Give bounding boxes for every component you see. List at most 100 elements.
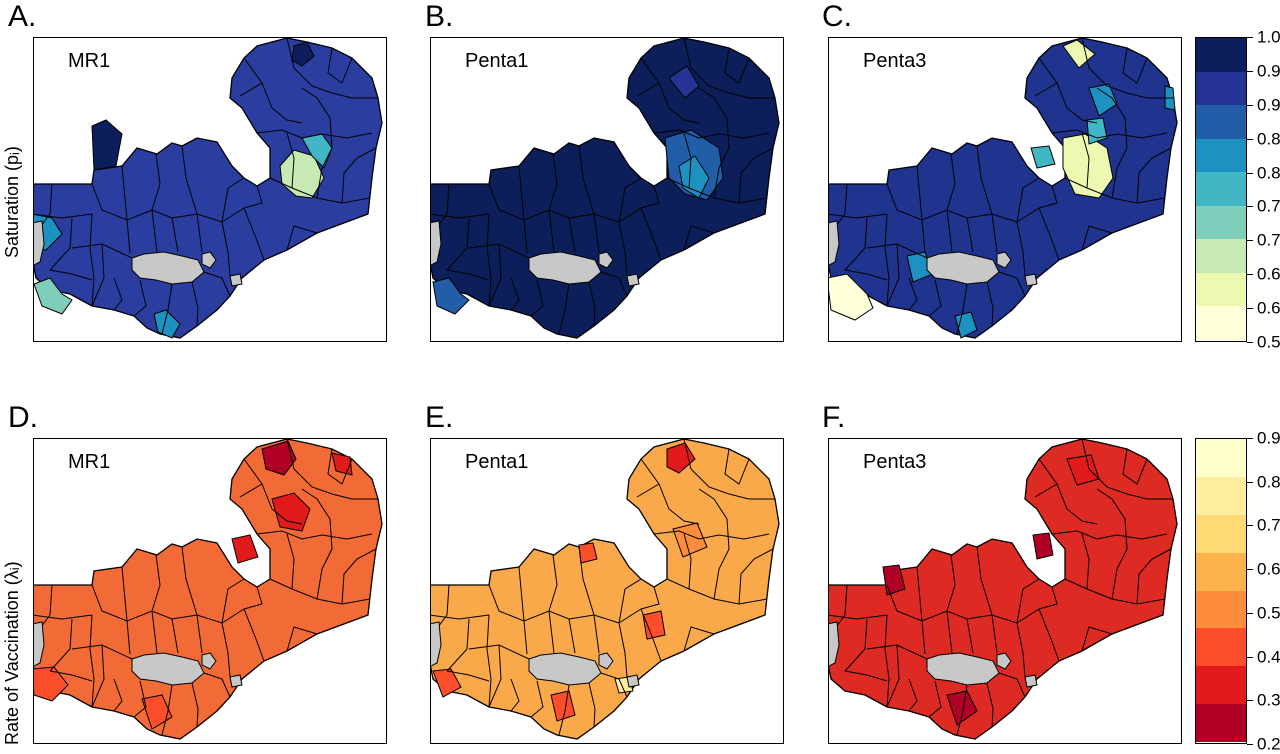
map-a [34,38,383,339]
district-boundary [618,177,642,223]
district-boundary [568,217,576,253]
no-data-region [598,251,614,269]
district-region [271,492,311,532]
map-f [829,439,1178,740]
legend-tick [1247,105,1253,106]
district-boundary [1081,626,1113,652]
district-boundary [161,684,173,736]
district-boundary [1038,608,1060,662]
district-boundary [724,47,750,84]
bottom-row-axis-label: Rate of Vaccination (λᵢ) [2,561,22,745]
district-boundary [916,165,923,221]
district-boundary [998,271,1026,297]
district-boundary [181,145,198,215]
district-boundary [196,614,203,654]
district-boundary [243,185,263,209]
district-boundary [600,271,628,297]
legend-swatch [1196,439,1246,477]
legend-swatch [1196,514,1246,553]
legend-swatch [1196,172,1246,206]
legend-swatch [1196,552,1246,591]
district-boundary [341,147,377,204]
map-d [34,439,383,740]
district-boundary [588,281,596,327]
district-boundary [446,269,490,281]
no-data-region [131,652,205,686]
district-boundary [243,586,263,610]
district-boundary [921,620,926,655]
no-data-region [201,251,217,269]
legend-tick [1247,613,1253,614]
district-boundary [829,614,888,620]
no-data-region [926,652,1000,686]
district-region [882,564,906,596]
district-boundary [221,221,231,277]
district-boundary [886,183,1040,223]
district-boundary [523,620,528,655]
district-boundary [113,678,123,712]
legend-tick [1247,173,1253,174]
district-boundary [133,680,147,718]
no-data-region [626,674,640,688]
district-boundary [518,165,525,221]
district-boundary [1034,483,1058,498]
district-boundary [151,610,158,654]
district-boundary [1136,147,1172,204]
map-panel-f: Penta3 [828,438,1182,744]
vaccination-rate-legend: 0.90 0.80 0.70 0.60 0.50 0.40 0.30 0.20 [1195,430,1280,753]
district-boundary [243,458,303,525]
district-boundary [698,488,730,600]
district-boundary [91,243,105,307]
district-boundary [683,38,775,99]
district-boundary [908,678,918,712]
district-boundary [523,219,528,254]
district-boundary [488,644,502,708]
district-region [34,666,69,702]
district-boundary [956,283,968,335]
district-region [1088,83,1118,117]
district-boundary [327,448,353,485]
no-data-region [829,621,840,667]
district-boundary [640,185,660,209]
legend-tick-label: 0.20 [1257,734,1280,754]
legend-tick-label: 0.60 [1257,298,1280,318]
legend-colorbar [1195,438,1247,744]
district-boundary [446,670,490,682]
district-boundary [89,213,95,307]
district-boundary [640,586,660,610]
district-boundary [488,183,642,223]
legend-tick-label: 0.80 [1257,163,1280,183]
district-boundary [683,626,715,652]
district-region [261,440,297,476]
no-data-region [431,621,442,667]
legend-swatch [1196,306,1246,340]
legend-tick-label: 0.50 [1257,603,1280,623]
legend-tick-label: 0.55 [1257,332,1280,352]
district-boundary [1016,578,1040,624]
map-panel-b: Penta1 [430,37,784,342]
district-boundary [593,614,600,654]
district-boundary [1051,129,1168,139]
district-boundary [286,439,378,500]
legend-tick [1247,240,1253,241]
country-outline [829,439,1178,740]
district-boundary [91,644,105,708]
district-boundary [593,213,600,253]
district-boundary [1038,185,1058,209]
legend-tick-label: 1.00 [1257,27,1280,47]
district-boundary [1136,548,1172,605]
no-data-region [598,652,614,670]
district-boundary [986,682,994,728]
legend-tick-label: 0.90 [1257,428,1280,448]
district-boundary [966,217,974,253]
legend-swatch [1196,666,1246,705]
no-data-region [829,220,840,266]
district-region [91,119,123,171]
legend-tick [1247,744,1253,745]
district-boundary [1038,57,1098,124]
no-data-region [996,652,1012,670]
district-boundary [256,129,373,139]
district-region [666,442,696,474]
panel-title-c: Penta3 [863,50,927,72]
panel-letter-b: B. [425,0,454,33]
